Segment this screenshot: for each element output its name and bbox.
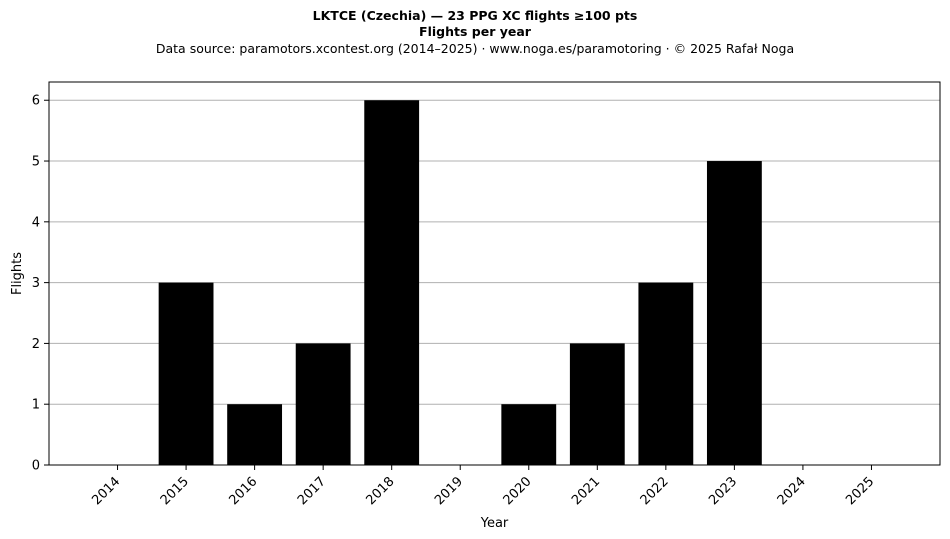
data-source-note: Data source: paramotors.xcontest.org (20… [155,41,795,56]
y-tick-label: 2 [32,337,40,352]
bar-2020 [501,404,557,465]
y-axis-label: Flights [10,252,25,295]
x-tick-label: 2017 [295,474,329,508]
bar-2016 [227,404,283,465]
x-tick-label: 2016 [226,474,260,508]
bars [158,100,762,466]
plot-frame [48,81,941,466]
x-tick-label: 2020 [501,474,535,508]
y-tick-label: 0 [32,459,40,474]
x-axis-label: Year [480,516,509,531]
bar-2023 [706,161,762,466]
chart-subtitle: Flights per year [419,24,531,39]
y-tick-label: 3 [32,276,40,291]
bar-2017 [295,343,351,465]
bar-2022 [638,282,694,465]
x-tick-label: 2015 [158,474,192,508]
x-tick-label: 2025 [843,474,877,508]
bar-2021 [569,343,625,465]
bar-2018 [364,100,420,465]
x-tick-label: 2018 [364,474,398,508]
x-tick-label: 2023 [706,474,740,508]
y-tick-label: 6 [32,94,40,109]
chart-header: LKTCE (Czechia) — 23 PPG XC flights ≥100… [0,8,950,58]
chart-title: LKTCE (Czechia) — 23 PPG XC flights ≥100… [312,8,638,23]
y-tick-label: 4 [32,215,40,230]
x-tick-label: 2021 [569,474,603,508]
bar-2015 [158,282,214,465]
x-tick-label: 2019 [432,474,466,508]
x-tick-label: 2022 [638,474,672,508]
x-tick-label: 2014 [89,474,123,508]
x-tick-label: 2024 [775,474,809,508]
y-tick-label: 5 [32,155,40,170]
y-tick-label: 1 [32,398,40,413]
